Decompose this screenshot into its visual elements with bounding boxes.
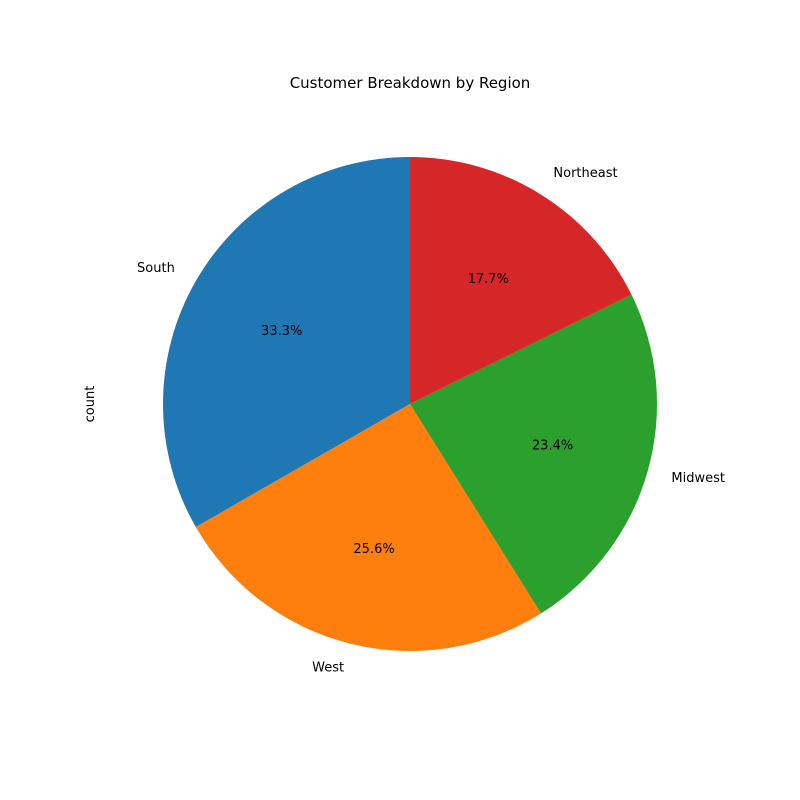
pie-slice-south <box>162 157 410 528</box>
chart-title: Customer Breakdown by Region <box>290 74 531 92</box>
pie-slice-west <box>195 404 542 652</box>
pct-label-south: 33.3% <box>261 324 302 339</box>
slice-label-midwest: Midwest <box>671 471 725 486</box>
pct-label-northeast: 17.7% <box>468 272 509 287</box>
slice-label-northeast: Northeast <box>553 166 617 181</box>
pie-slices <box>162 157 658 652</box>
y-axis-label: count <box>83 386 98 423</box>
slice-label-south: South <box>137 261 175 276</box>
pct-label-midwest: 23.4% <box>532 438 573 453</box>
slice-label-west: West <box>312 661 344 676</box>
pct-label-west: 25.6% <box>353 542 394 557</box>
pie-labels: South 33.3% West 25.6% Midwest 23.4% Northeast… <box>137 166 725 675</box>
pie-slice-northeast <box>410 157 632 404</box>
pie-slice-midwest <box>410 294 658 614</box>
